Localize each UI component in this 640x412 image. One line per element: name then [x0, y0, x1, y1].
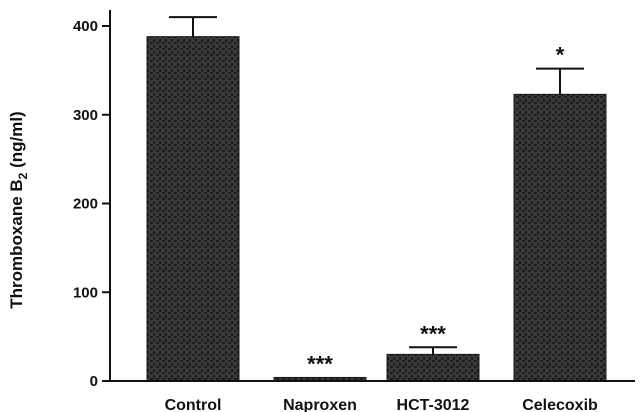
error-bars-group [169, 16, 584, 355]
y-tick-label-0: 0 [90, 373, 98, 390]
bar-3 [513, 93, 607, 382]
y-axis-title-unit: (ng/ml) [7, 111, 26, 172]
y-tick-label-3: 300 [73, 107, 98, 124]
significance-annotations: ******* [307, 43, 565, 377]
y-tick-label-1: 100 [73, 284, 98, 301]
x-axis-labels: Control Naproxen HCT-3012 Celecoxib [165, 397, 598, 412]
x-category-label-0: Control [165, 397, 222, 412]
bars-group [146, 36, 607, 382]
bar-0 [146, 36, 240, 382]
y-axis-title-main: Thromboxane B [7, 179, 26, 308]
y-tick-label-4: 400 [73, 18, 98, 35]
y-axis-ticks: 0 100 200 300 400 [73, 18, 110, 390]
svg-text:Thromboxane B2 (ng/ml): Thromboxane B2 (ng/ml) [7, 111, 30, 308]
x-category-label-2: HCT-3012 [397, 397, 470, 412]
bar-2 [386, 353, 480, 382]
y-axis-title: Thromboxane B2 (ng/ml) [7, 111, 30, 308]
x-category-label-1: Naproxen [283, 397, 357, 412]
y-tick-label-2: 200 [73, 196, 98, 213]
y-axis-title-subscript: 2 [16, 172, 30, 179]
significance-marker-3: * [556, 43, 565, 68]
significance-marker-2: *** [420, 321, 446, 346]
x-category-label-3: Celecoxib [522, 397, 598, 412]
significance-marker-1: *** [307, 351, 333, 376]
